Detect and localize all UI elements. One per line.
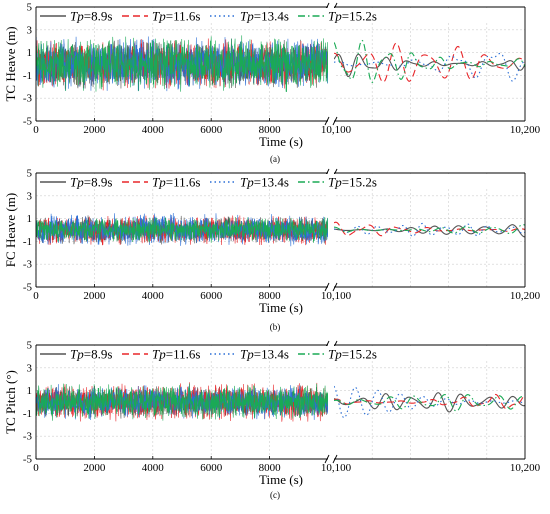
- y-tick-label: 1: [27, 47, 33, 59]
- legend-box: [37, 174, 524, 189]
- axis-break-mark: [324, 454, 330, 464]
- series-line-1-right: [333, 42, 526, 83]
- y-tick-label: 3: [27, 190, 33, 202]
- x-tick-label: 6000: [200, 290, 223, 302]
- series-line-2-right: [333, 222, 526, 237]
- chart-panel-2: -5 -3 -1 1 3 5 0 2000 4000 6000 8000 10,100 10,200 Tp…: [3, 340, 541, 501]
- x-tick-label: 10,100: [321, 124, 352, 136]
- series-line-2-right: [333, 52, 526, 82]
- y-tick-label: 1: [27, 213, 33, 225]
- axis-break-mark: [324, 282, 330, 292]
- y-axis-label: TC Pitch (°): [3, 370, 18, 434]
- legend-entry-1: Tp=11.6s: [152, 175, 200, 190]
- x-tick-label: 0: [33, 124, 39, 136]
- x-tick-label: 10,100: [321, 290, 352, 302]
- axis-break-mark: [332, 282, 338, 292]
- series-line-0-right: [333, 392, 526, 413]
- chart-panel-1: -5 -3 -1 1 3 5 0 2000 4000 6000 8000 10,100 10,200 Tp…: [3, 168, 541, 333]
- x-tick-label: 4000: [142, 462, 165, 474]
- y-tick-label: -5: [23, 454, 33, 466]
- x-tick-label: 2000: [83, 124, 106, 136]
- legend-entry-2: Tp=13.4s: [240, 347, 289, 362]
- legend-entry-0: Tp=8.9s: [70, 9, 112, 24]
- axis-break-gap: [328, 342, 334, 462]
- legend-entry-1: Tp=11.6s: [152, 347, 200, 362]
- y-tick-label: -5: [23, 116, 33, 128]
- y-tick-label: -3: [23, 431, 33, 443]
- x-tick-label: 10,200: [510, 290, 541, 302]
- y-tick-label: -3: [23, 259, 33, 271]
- x-axis-label: Time (s): [259, 472, 303, 487]
- series-line-3-left: [35, 383, 329, 421]
- axis-break-gap: [328, 170, 334, 290]
- x-tick-label: 0: [33, 462, 39, 474]
- y-tick-label: 1: [27, 385, 33, 397]
- y-axis-label: TC Heave (m): [3, 26, 18, 101]
- series-line-0-right: [333, 224, 526, 238]
- x-tick-label: 0: [33, 290, 39, 302]
- x-tick-label: 4000: [142, 290, 165, 302]
- y-tick-label: -3: [23, 93, 33, 105]
- x-tick-label: 6000: [200, 124, 223, 136]
- legend-box: [37, 346, 524, 361]
- y-tick-label: 5: [27, 340, 33, 352]
- x-tick-label: 8000: [259, 290, 282, 302]
- y-tick-label: -1: [23, 70, 32, 82]
- x-tick-label: 6000: [200, 462, 223, 474]
- legend-entry-3: Tp=15.2s: [328, 9, 377, 24]
- y-axis-label: FC Heave (m): [3, 193, 18, 267]
- panel-label: (b): [270, 322, 281, 332]
- axis-break-mark: [324, 116, 330, 126]
- y-tick-label: -1: [23, 408, 32, 420]
- y-tick-label: 5: [27, 168, 33, 180]
- legend-entry-1: Tp=11.6s: [152, 9, 200, 24]
- x-tick-label: 10,200: [510, 124, 541, 136]
- legend-entry-3: Tp=15.2s: [328, 347, 377, 362]
- y-tick-label: -1: [23, 236, 32, 248]
- x-tick-label: 4000: [142, 124, 165, 136]
- y-tick-label: -5: [23, 282, 33, 294]
- x-axis-label: Time (s): [259, 300, 303, 315]
- x-tick-label: 2000: [83, 290, 106, 302]
- series-line-3-right: [333, 224, 526, 235]
- x-axis-label: Time (s): [259, 134, 303, 149]
- series-line-0-right: [333, 53, 526, 78]
- legend-entry-2: Tp=13.4s: [240, 9, 289, 24]
- legend-entry-3: Tp=15.2s: [328, 175, 377, 190]
- panel-label: (a): [270, 154, 280, 164]
- legend-entry-0: Tp=8.9s: [70, 175, 112, 190]
- chart-panel-0: -5 -3 -1 1 3 5 0 2000 4000 6000 8000 10,100 10,200 Tp…: [3, 2, 541, 165]
- axis-break-gap: [328, 4, 334, 124]
- axis-break-mark: [332, 116, 338, 126]
- legend-box: [37, 8, 524, 23]
- y-tick-label: 3: [27, 362, 33, 374]
- y-tick-label: 5: [27, 2, 33, 14]
- x-tick-label: 8000: [259, 462, 282, 474]
- series-line-3-right: [333, 393, 526, 412]
- x-tick-label: 2000: [83, 462, 106, 474]
- panel-label: (c): [270, 490, 280, 500]
- series-line-3-left: [35, 216, 329, 243]
- x-tick-label: 10,200: [510, 462, 541, 474]
- series-line-3-right: [333, 39, 526, 84]
- axis-break-mark: [332, 454, 338, 464]
- series-line-3-left: [35, 35, 329, 93]
- y-tick-label: 3: [27, 24, 33, 36]
- x-tick-label: 10,100: [321, 462, 352, 474]
- legend-entry-2: Tp=13.4s: [240, 175, 289, 190]
- x-tick-label: 8000: [259, 124, 282, 136]
- legend-entry-0: Tp=8.9s: [70, 347, 112, 362]
